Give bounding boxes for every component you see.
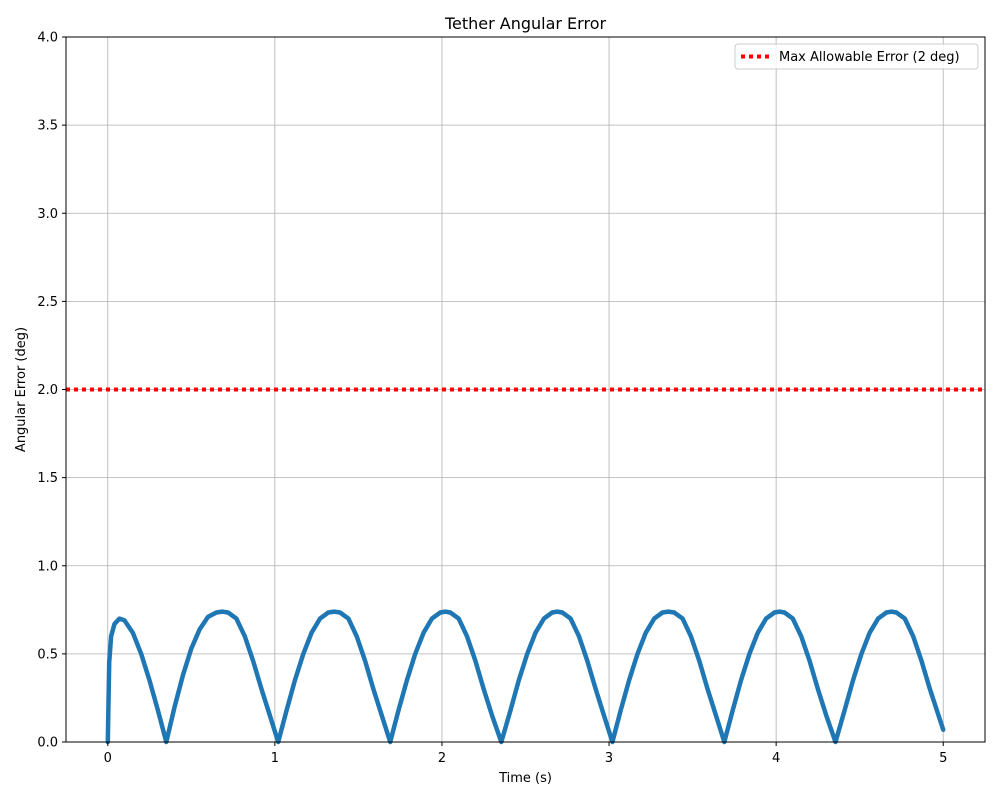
x-tick-label: 1 <box>271 751 279 766</box>
x-tick-label: 0 <box>104 751 112 766</box>
y-tick-label: 3.5 <box>37 119 58 134</box>
axis-ticks: 0 1 2 3 4 5 0.0 0.5 1.0 1.5 2.0 2.5 3.0 3.5 4.0 <box>37 31 947 767</box>
y-tick-label: 3.0 <box>37 207 58 222</box>
x-tick-label: 2 <box>438 751 446 766</box>
y-axis-label: Angular Error (deg) <box>14 327 29 452</box>
y-tick-label: 0.5 <box>37 647 58 662</box>
y-tick-label: 1.5 <box>37 471 58 486</box>
series-layer <box>66 387 985 745</box>
x-tick-label: 4 <box>772 751 780 766</box>
legend-label-max-allowable-error: Max Allowable Error (2 deg) <box>779 50 960 65</box>
series-line-angular-error <box>107 610 944 743</box>
legend: Max Allowable Error (2 deg) <box>734 43 979 70</box>
x-tick-label: 5 <box>939 751 947 766</box>
y-tick-label: 0.0 <box>37 736 58 751</box>
x-axis-label: Time (s) <box>498 771 552 786</box>
legend-box <box>734 43 979 70</box>
x-tick-label: 3 <box>605 751 613 766</box>
y-tick-label: 1.0 <box>37 559 58 574</box>
y-tick-label: 4.0 <box>37 31 58 46</box>
chart-title: Tether Angular Error <box>444 14 607 33</box>
y-tick-label: 2.5 <box>37 295 58 310</box>
y-tick-label: 2.0 <box>37 383 58 398</box>
